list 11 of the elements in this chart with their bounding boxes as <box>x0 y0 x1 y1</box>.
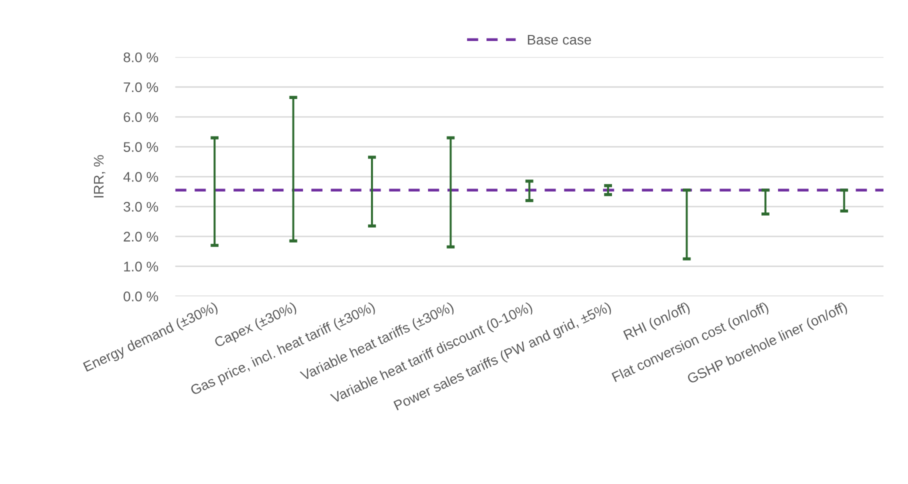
y-tick-label: 7.0 % <box>124 82 158 92</box>
y-tick-label: 8.0 % <box>124 52 158 62</box>
y-tick-label: 2.0 % <box>124 232 158 242</box>
y-tick-label: 1.0 % <box>124 262 158 272</box>
y-tick-label: 5.0 % <box>124 142 158 152</box>
y-tick-label: 6.0 % <box>124 112 158 122</box>
legend-label: Base case <box>528 34 592 45</box>
y-tick-label: 3.0 % <box>124 202 158 212</box>
y-tick-label: 4.0 % <box>123 172 158 182</box>
y-tick-label: 0.0 % <box>124 292 158 302</box>
y-axis-title: IRR, % <box>94 155 106 198</box>
